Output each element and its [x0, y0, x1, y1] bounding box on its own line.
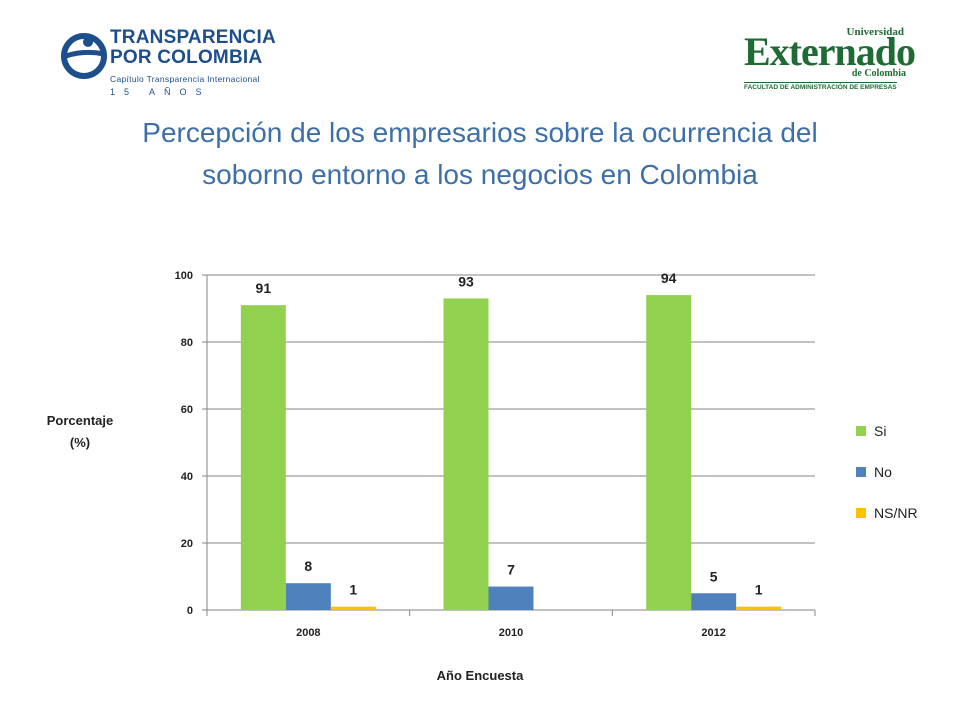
data-label-no-2010: 7: [507, 562, 515, 578]
bar-nsnr-2012: [736, 606, 782, 610]
x-tick-label-2008: 2008: [296, 627, 320, 639]
logo-years: 15 AÑOS: [110, 87, 211, 97]
y-tick-label-60: 60: [181, 404, 193, 416]
data-label-si-2012: 94: [661, 270, 677, 286]
legend-label-nsnr: NS/NR: [874, 504, 918, 521]
legend-label-si: Si: [874, 422, 887, 439]
y-tick-label-100: 100: [175, 270, 193, 282]
title-line-2: soborno entorno a los negocios en Colomb…: [202, 159, 758, 190]
data-label-nsnr-2008: 1: [349, 582, 357, 598]
logo-line-2: POR COLOMBIA: [110, 47, 263, 68]
externado-logo: Universidad Externado de Colombia FACULT…: [740, 26, 916, 92]
x-tick-label-2012: 2012: [701, 627, 725, 639]
externado-universidad: Universidad: [846, 26, 904, 38]
data-label-no-2008: 8: [304, 558, 312, 574]
y-axis-label-line-2: (%): [69, 435, 91, 450]
y-tick-label-20: 20: [181, 538, 193, 550]
bar-si-2012: [646, 295, 692, 610]
legend-label-no: No: [874, 463, 892, 480]
externado-faculty: FACULTAD DE ADMINISTRACIÓN DE EMPRESAS: [744, 82, 897, 91]
legend-swatch-nsnr: [856, 507, 866, 518]
logo-line-1: TRANSPARENCIA: [110, 27, 276, 48]
y-tick-label-0: 0: [187, 605, 193, 617]
legend-swatch-si: [856, 425, 866, 436]
data-label-si-2008: 91: [256, 280, 272, 296]
x-tick-label-2010: 2010: [499, 627, 523, 639]
legend-item-no: No: [856, 451, 918, 492]
legend-item-si: Si: [856, 410, 918, 451]
y-tick-label-40: 40: [181, 471, 193, 483]
y-axis-label-line-1: Porcentaje: [46, 413, 114, 428]
transparencia-emblem-icon: [61, 33, 107, 79]
data-label-si-2010: 93: [458, 273, 474, 289]
page-title: Percepción de los empresarios sobre la o…: [30, 112, 930, 196]
externado-name: Externado: [744, 29, 916, 74]
y-tick-label-80: 80: [181, 337, 193, 349]
y-axis-label: Porcentaje (%): [30, 410, 130, 454]
data-label-nsnr-2012: 1: [755, 582, 763, 598]
x-axis-label: Año Encuesta: [436, 668, 524, 683]
bar-no-2010: [488, 586, 534, 610]
data-label-no-2012: 5: [710, 568, 718, 584]
bar-si-2008: [240, 305, 286, 610]
legend-swatch-no: [856, 466, 866, 477]
legend: Si No NS/NR: [856, 410, 918, 533]
bar-no-2008: [285, 583, 331, 610]
bar-no-2012: [691, 593, 737, 610]
transparencia-logo: TRANSPARENCIA POR COLOMBIA Capítulo Tran…: [58, 20, 276, 97]
logo-subtitle: Capítulo Transparencia Internacional: [110, 74, 260, 84]
bar-nsnr-2008: [330, 606, 376, 610]
externado-de-colombia: de Colombia: [851, 68, 906, 79]
bar-si-2010: [443, 298, 489, 610]
legend-item-nsnr: NS/NR: [856, 492, 918, 533]
title-line-1: Percepción de los empresarios sobre la o…: [142, 117, 818, 148]
